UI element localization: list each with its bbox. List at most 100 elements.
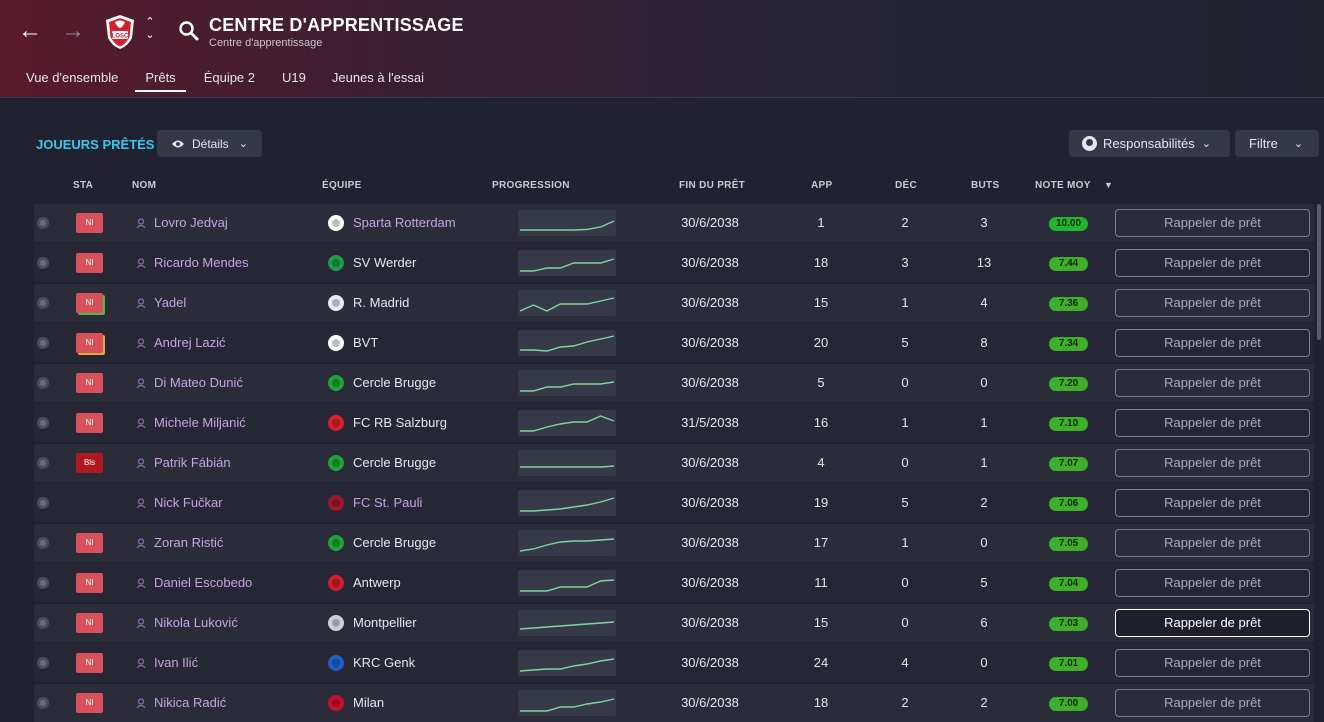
column-header-apps[interactable]: APP	[811, 180, 833, 191]
details-dropdown[interactable]: Détails ⌄	[157, 130, 262, 157]
player-name-link[interactable]: Andrej Lazić	[154, 335, 226, 350]
column-header-name[interactable]: NOM	[132, 180, 157, 191]
status-badge[interactable]: NI	[76, 613, 103, 633]
recall-from-loan-button[interactable]: Rappeler de prêt	[1115, 289, 1310, 317]
status-badge[interactable]: NI	[76, 293, 103, 313]
player-name-link[interactable]: Zoran Ristić	[154, 535, 224, 550]
responsibilities-button[interactable]: Responsabilités ⌄	[1069, 130, 1230, 157]
row-select-toggle[interactable]	[37, 577, 49, 589]
scrollbar[interactable]	[1317, 204, 1321, 340]
team-name[interactable]: FC RB Salzburg	[353, 415, 447, 430]
status-badge[interactable]: NI	[76, 693, 103, 713]
team-name[interactable]: Cercle Brugge	[353, 375, 437, 390]
team-name[interactable]: Sparta Rotterdam	[353, 215, 456, 230]
table-row[interactable]: NI Nikica Radić Milan 30/6/2038 18 2 2 7…	[34, 684, 1314, 722]
team-name[interactable]: KRC Genk	[353, 655, 416, 670]
team-name[interactable]: Cercle Brugge	[353, 455, 437, 470]
recall-from-loan-button[interactable]: Rappeler de prêt	[1115, 209, 1310, 237]
status-badge[interactable]: NI	[76, 533, 103, 553]
table-row[interactable]: NI Zoran Ristić Cercle Brugge 30/6/2038 …	[34, 524, 1314, 562]
st-pauli-crest-icon[interactable]	[327, 494, 345, 512]
row-select-toggle[interactable]	[37, 257, 49, 269]
recall-from-loan-button[interactable]: Rappeler de prêt	[1115, 689, 1310, 717]
team-name[interactable]: Cercle Brugge	[353, 535, 437, 550]
table-row[interactable]: NI Daniel Escobedo Antwerp 30/6/2038 11 …	[34, 564, 1314, 602]
row-select-toggle[interactable]	[37, 217, 49, 229]
status-badge[interactable]: NI	[76, 373, 103, 393]
row-select-toggle[interactable]	[37, 657, 49, 669]
milan-crest-icon[interactable]	[327, 694, 345, 712]
back-arrow-icon[interactable]: ←	[18, 17, 42, 44]
team-name[interactable]: R. Madrid	[353, 295, 410, 310]
column-header-status[interactable]: STA	[73, 180, 94, 191]
status-badge[interactable]: Bls	[76, 453, 103, 473]
team-name[interactable]: SV Werder	[353, 255, 417, 270]
row-select-toggle[interactable]	[37, 297, 49, 309]
club-switch-chevrons-icon[interactable]: ⌃ ⌄	[145, 16, 155, 41]
status-badge[interactable]: NI	[76, 653, 103, 673]
table-row[interactable]: NI Di Mateo Dunić Cercle Brugge 30/6/203…	[34, 364, 1314, 402]
column-header-rating[interactable]: NOTE MOY	[1035, 180, 1091, 191]
status-badge[interactable]: NI	[76, 333, 103, 353]
row-select-toggle[interactable]	[37, 377, 49, 389]
player-name-link[interactable]: Ricardo Mendes	[154, 255, 249, 270]
antwerp-crest-icon[interactable]	[327, 574, 345, 592]
row-select-toggle[interactable]	[37, 497, 49, 509]
tab-overview[interactable]: Vue d'ensemble	[26, 70, 119, 85]
forward-arrow-icon[interactable]: →	[61, 17, 85, 44]
sparta-crest-icon[interactable]	[327, 214, 345, 232]
table-row[interactable]: NI Lovro Jedvaj Sparta Rotterdam 30/6/20…	[34, 204, 1314, 242]
row-select-toggle[interactable]	[37, 697, 49, 709]
column-header-goals[interactable]: BUTS	[971, 180, 1000, 191]
table-row[interactable]: NI Nikola Luković Montpellier 30/6/2038 …	[34, 604, 1314, 642]
row-select-toggle[interactable]	[37, 457, 49, 469]
recall-from-loan-button[interactable]: Rappeler de prêt	[1115, 649, 1310, 677]
recall-from-loan-button[interactable]: Rappeler de prêt	[1115, 449, 1310, 477]
genk-crest-icon[interactable]	[327, 654, 345, 672]
player-name-link[interactable]: Lovro Jedvaj	[154, 215, 228, 230]
table-row[interactable]: Bls Patrik Fábián Cercle Brugge 30/6/203…	[34, 444, 1314, 482]
club-badge-icon[interactable]: LOSC	[104, 14, 136, 50]
table-row[interactable]: NI Yadel R. Madrid 30/6/2038 15 1 4 7.36…	[34, 284, 1314, 322]
tab-reserve-team[interactable]: Équipe 2	[203, 70, 256, 85]
player-name-link[interactable]: Patrik Fábián	[154, 455, 231, 470]
player-name-link[interactable]: Nick Fučkar	[154, 495, 223, 510]
team-name[interactable]: Milan	[353, 695, 385, 710]
player-name-link[interactable]: Ivan Ilić	[154, 655, 199, 670]
recall-from-loan-button[interactable]: Rappeler de prêt	[1115, 529, 1310, 557]
recall-from-loan-button[interactable]: Rappeler de prêt	[1115, 329, 1310, 357]
status-badge[interactable]: NI	[76, 213, 103, 233]
player-name-link[interactable]: Nikola Luković	[154, 615, 238, 630]
recall-from-loan-button[interactable]: Rappeler de prêt	[1115, 569, 1310, 597]
werder-crest-icon[interactable]	[327, 254, 345, 272]
tab-trialists[interactable]: Jeunes à l'essai	[331, 70, 424, 85]
row-select-toggle[interactable]	[37, 337, 49, 349]
column-header-progress[interactable]: PROGRESSION	[492, 180, 570, 191]
status-badge[interactable]: NI	[76, 413, 103, 433]
player-name-link[interactable]: Yadel	[154, 295, 187, 310]
player-name-link[interactable]: Daniel Escobedo	[154, 575, 253, 590]
team-name[interactable]: Antwerp	[353, 575, 401, 590]
salzburg-crest-icon[interactable]	[327, 414, 345, 432]
row-select-toggle[interactable]	[37, 617, 49, 629]
row-select-toggle[interactable]	[37, 537, 49, 549]
row-select-toggle[interactable]	[37, 417, 49, 429]
tab-u19[interactable]: U19	[282, 70, 306, 85]
search-icon[interactable]	[178, 20, 200, 42]
sort-descending-icon[interactable]: ▼	[1104, 180, 1113, 190]
column-header-team[interactable]: ÉQUIPE	[322, 180, 362, 191]
team-name[interactable]: BVT	[353, 335, 379, 350]
filter-button[interactable]: Filtre ⌄	[1235, 130, 1319, 157]
column-header-loan-end[interactable]: FIN DU PRÊT	[679, 180, 746, 191]
cercle-brugge-crest-icon[interactable]	[327, 374, 345, 392]
table-row[interactable]: NI Ricardo Mendes SV Werder 30/6/2038 18…	[34, 244, 1314, 282]
table-row[interactable]: NI Andrej Lazić BVT 30/6/2038 20 5 8 7.3…	[34, 324, 1314, 362]
team-name[interactable]: Montpellier	[353, 615, 417, 630]
player-name-link[interactable]: Michele Miljanić	[154, 415, 246, 430]
recall-from-loan-button[interactable]: Rappeler de prêt	[1115, 609, 1310, 637]
status-badge[interactable]: NI	[76, 253, 103, 273]
cercle-brugge-crest-icon[interactable]	[327, 534, 345, 552]
recall-from-loan-button[interactable]: Rappeler de prêt	[1115, 409, 1310, 437]
player-name-link[interactable]: Di Mateo Dunić	[154, 375, 243, 390]
player-name-link[interactable]: Nikica Radić	[154, 695, 227, 710]
